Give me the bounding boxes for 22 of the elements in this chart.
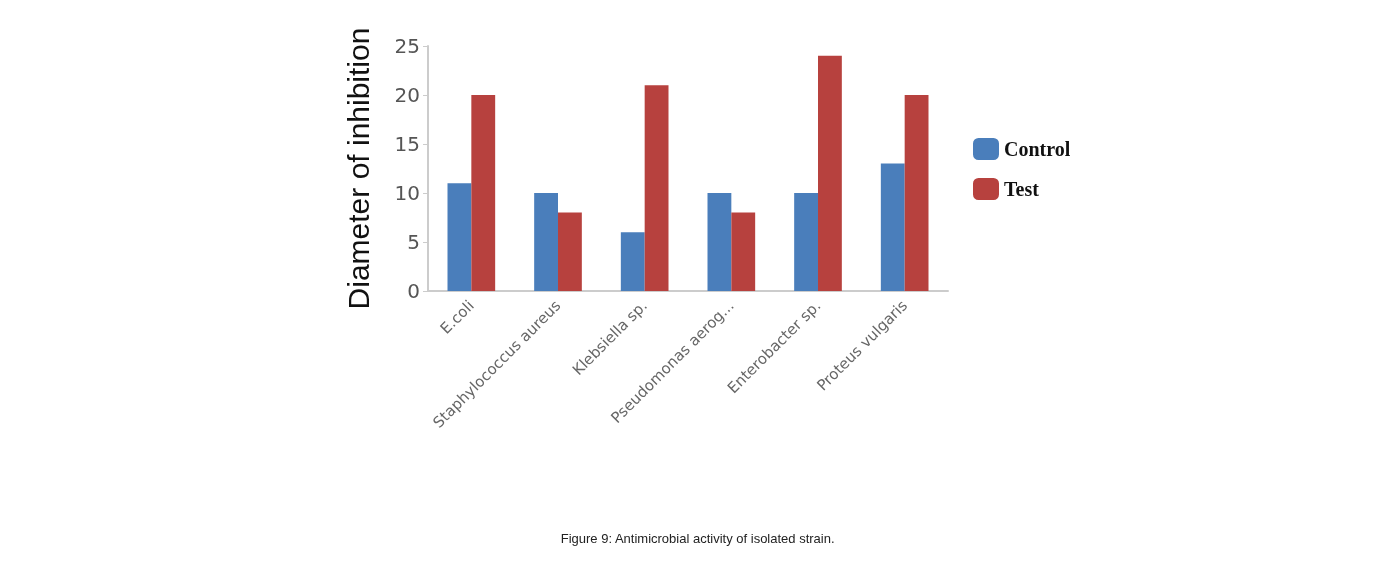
bar <box>447 183 472 291</box>
y-tick-label: 15 <box>394 132 420 156</box>
bar <box>904 95 929 291</box>
bar <box>644 85 669 291</box>
caption: Figure 9: Antimicrobial activity of isolated strain. <box>560 531 835 546</box>
bar <box>707 193 732 291</box>
bar <box>731 212 756 291</box>
bar <box>794 193 818 291</box>
legend-label: Test <box>1004 178 1040 200</box>
y-tick-label: 5 <box>407 230 420 254</box>
legend-label: Control <box>1004 138 1071 160</box>
y-tick-label: 10 <box>394 181 420 205</box>
bar <box>558 212 582 291</box>
bar <box>818 55 842 291</box>
y-tick-label: 25 <box>394 34 420 58</box>
y-tick-label: 0 <box>407 279 420 303</box>
bar <box>534 193 558 291</box>
y-tick-label: 20 <box>394 83 420 107</box>
bar <box>471 95 496 291</box>
bar <box>880 163 905 291</box>
bar <box>620 232 645 291</box>
y-axis-title: Diameter of inhibition <box>341 27 375 310</box>
